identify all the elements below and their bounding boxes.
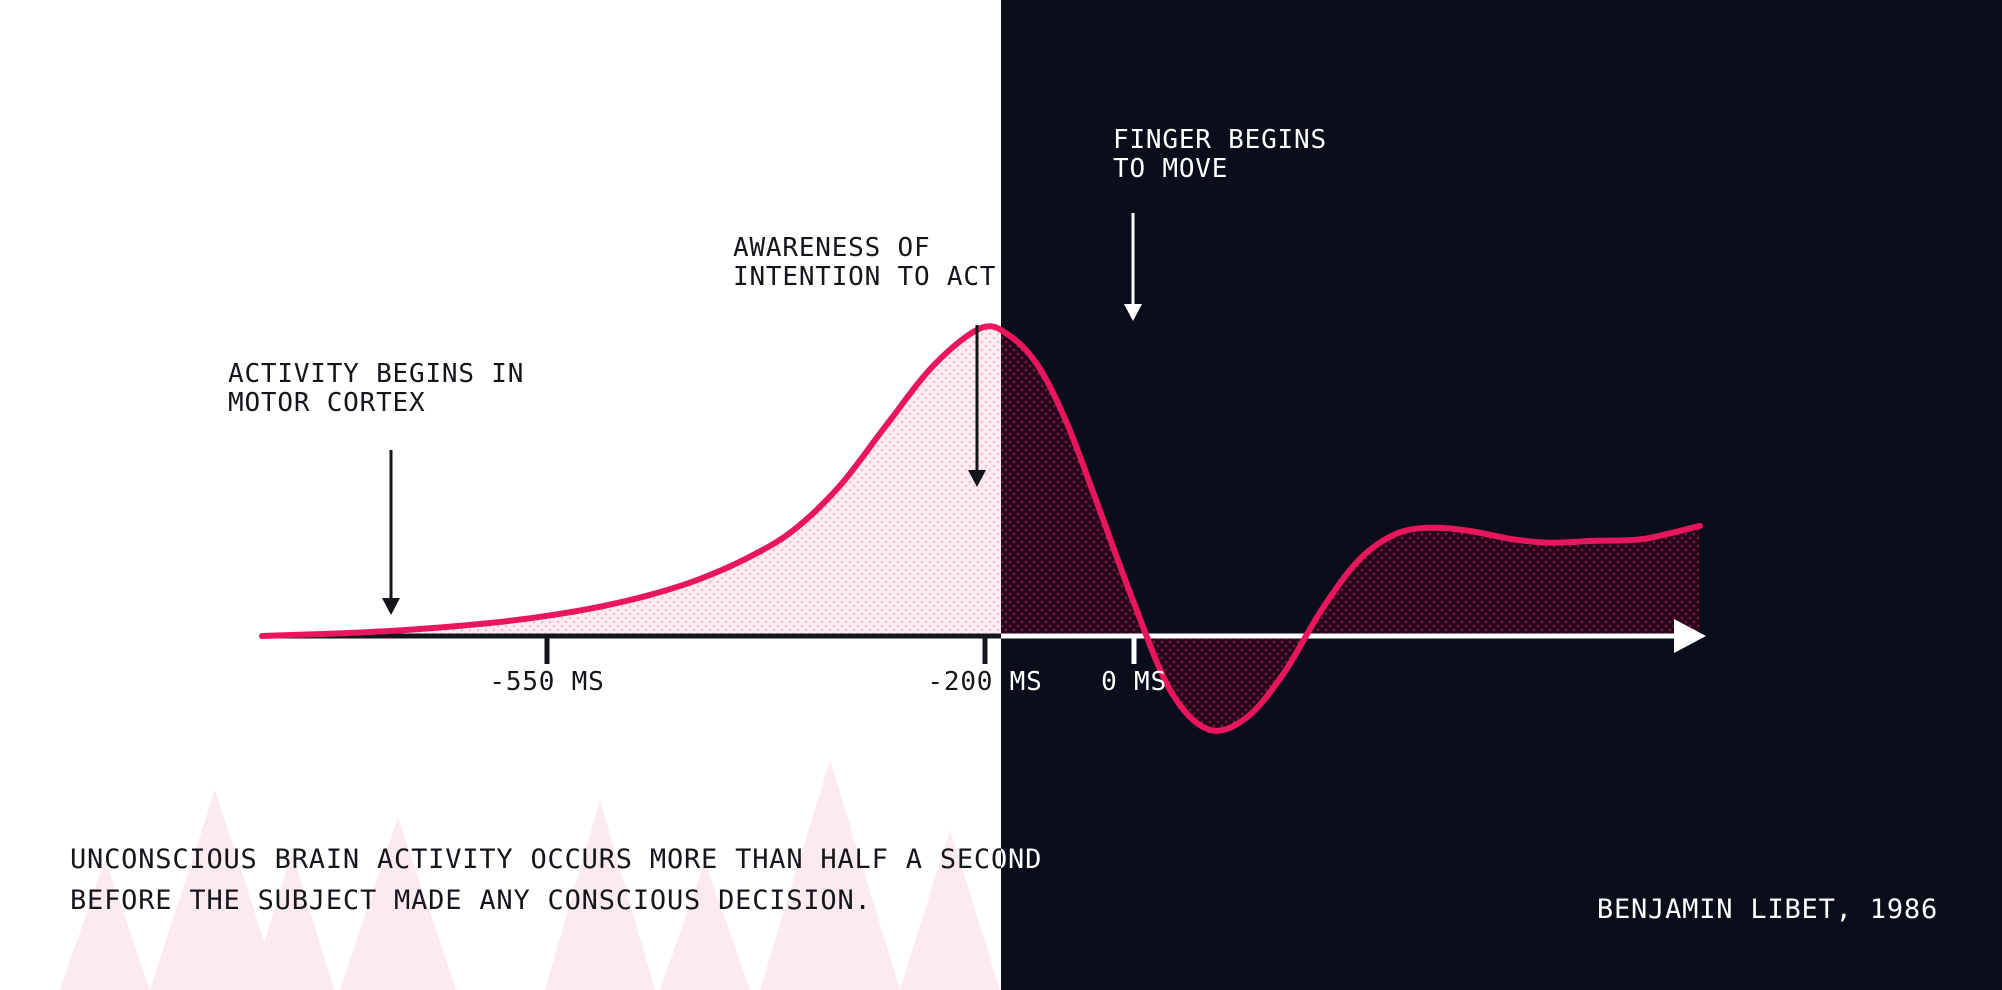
time-axis <box>262 619 1706 664</box>
tick-label-1-dark: -200 MS <box>927 667 1042 697</box>
area-fill-light <box>262 326 1001 636</box>
caption: UNCONSCIOUS BRAIN ACTIVITY OCCURS MORE T… <box>70 844 1042 916</box>
watermark-triangles <box>60 760 1000 990</box>
annotation-label-light: INTENTION TO ACT <box>733 262 996 292</box>
caption-line-1-light: BEFORE THE SUBJECT MADE ANY CONSCIOUS DE… <box>70 885 872 916</box>
tick-label-2-dark: 0 MS <box>1101 667 1167 697</box>
annotation-label-dark: TO MOVE <box>1113 154 1228 184</box>
caption-line-0-dark: UNCONSCIOUS BRAIN ACTIVITY OCCURS MORE T… <box>70 844 1042 875</box>
annotation-label-light: ACTIVITY BEGINS IN <box>228 359 524 389</box>
attribution-text-dark: BENJAMIN LIBET, 1986 <box>1597 894 1938 925</box>
background-dark-panel <box>1001 0 2002 990</box>
axis-arrowhead-icon <box>1674 619 1706 653</box>
area-fill-dark <box>1001 329 1700 731</box>
annotation-arrow-awareness-of-intention <box>968 325 986 487</box>
axis-tick-labels: -550 MS-550 MS -200 MS-200 MS 0 MS0 MS <box>489 667 1167 697</box>
caption-line-0-light: UNCONSCIOUS BRAIN ACTIVITY OCCURS MORE T… <box>70 844 1042 875</box>
annotation-arrow-finger-begins-to-move <box>1124 213 1142 321</box>
arrow-head-icon-dark <box>1124 304 1142 321</box>
readiness-potential-curve <box>259 323 1703 734</box>
annotation-label-light: MOTOR CORTEX <box>228 388 425 418</box>
arrow-head-icon-light <box>382 598 400 615</box>
arrow-head-icon-light <box>968 470 986 487</box>
annotation-label-dark: FINGER BEGINS <box>1113 125 1327 155</box>
curve-area-fill <box>262 326 1700 731</box>
annotation-arrow-activity-begins <box>382 450 400 615</box>
tick-label-0-light: -550 MS <box>489 667 604 697</box>
tick-label-1-light: -200 MS <box>927 667 1042 697</box>
annotation-label-light: AWARENESS OF <box>733 233 930 263</box>
